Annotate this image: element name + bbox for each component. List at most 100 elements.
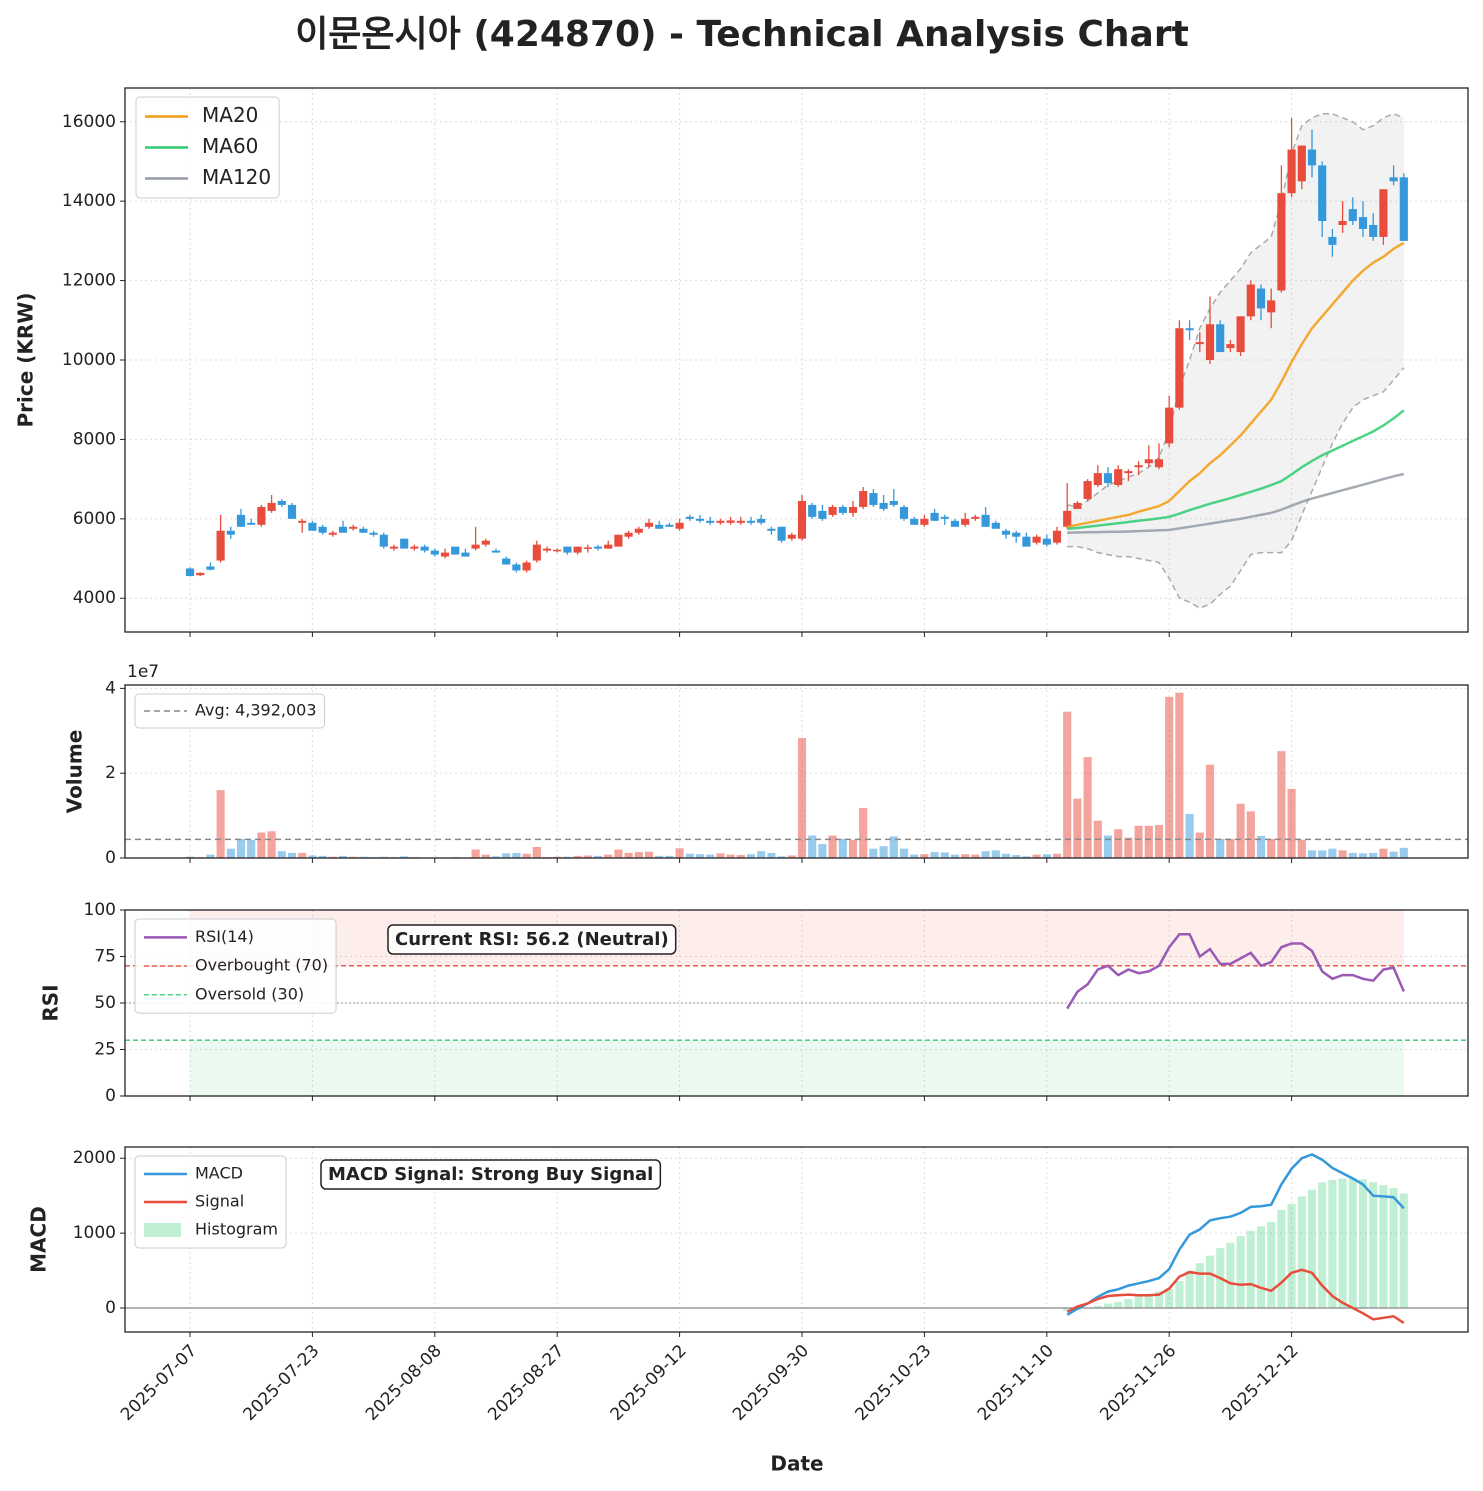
volume-bar bbox=[1001, 853, 1011, 858]
histogram-bar bbox=[1297, 1196, 1306, 1309]
volume-bar bbox=[1052, 853, 1062, 858]
candle-body bbox=[1073, 502, 1082, 509]
band-fill bbox=[1067, 113, 1404, 609]
x-tick-label: 2025-08-08 bbox=[362, 1341, 446, 1425]
candle-body bbox=[808, 504, 817, 517]
volume-bar bbox=[869, 848, 878, 858]
candle-body bbox=[685, 516, 694, 519]
volume-bar bbox=[1083, 757, 1092, 858]
volume-bar bbox=[1236, 803, 1245, 858]
candle-body bbox=[328, 532, 337, 535]
candle-body bbox=[1277, 193, 1286, 291]
histogram-bar bbox=[1114, 1302, 1123, 1309]
volume-bar bbox=[1277, 751, 1286, 858]
y-tick-label: 12000 bbox=[62, 271, 116, 291]
histogram-bar bbox=[1175, 1281, 1184, 1309]
candle-body bbox=[369, 532, 378, 535]
candle-body bbox=[961, 518, 970, 525]
candle-body bbox=[1256, 288, 1266, 309]
y-tick-label: 0 bbox=[105, 1086, 116, 1106]
x-tick-label: 2025-09-30 bbox=[729, 1341, 813, 1425]
offset-label: 1e7 bbox=[127, 662, 159, 682]
candle-body bbox=[1246, 284, 1255, 317]
annotation-box bbox=[387, 924, 677, 955]
candle-body bbox=[1338, 221, 1347, 225]
legend-box bbox=[134, 1155, 287, 1249]
volume-bar bbox=[1338, 850, 1347, 858]
volume-bar bbox=[848, 839, 858, 858]
volume-bar bbox=[818, 844, 827, 858]
candle-body bbox=[1328, 236, 1337, 245]
candle-body bbox=[583, 547, 592, 549]
candle-body bbox=[838, 506, 847, 513]
candle-body bbox=[247, 522, 256, 525]
candle-body bbox=[563, 546, 572, 553]
volume-bar bbox=[746, 854, 756, 858]
histogram-bar bbox=[1165, 1288, 1174, 1309]
volume-bar bbox=[1185, 813, 1194, 858]
candle-body bbox=[206, 566, 215, 570]
histogram-bar bbox=[1103, 1303, 1113, 1309]
volume-bar bbox=[736, 855, 745, 858]
volume-bar bbox=[808, 835, 817, 858]
legend-label: Avg: 4,392,003 bbox=[195, 701, 317, 720]
histogram-bar bbox=[1063, 1308, 1072, 1312]
histogram-bar bbox=[1144, 1293, 1153, 1309]
volume-bar bbox=[889, 836, 898, 858]
histogram-bar bbox=[1379, 1185, 1388, 1309]
volume-bar bbox=[593, 855, 603, 858]
y-tick-label: 1000 bbox=[73, 1223, 116, 1243]
legend-label: Histogram bbox=[195, 1220, 278, 1239]
candle-body bbox=[695, 518, 705, 521]
candle-body bbox=[910, 518, 919, 525]
ma-line bbox=[1066, 241, 1405, 529]
y-axis-label: Volume bbox=[63, 730, 87, 814]
volume-bar bbox=[675, 848, 684, 858]
histogram-bar bbox=[1195, 1263, 1204, 1309]
series-line bbox=[1066, 1268, 1405, 1325]
candle-body bbox=[1124, 471, 1133, 474]
volume-bar bbox=[1297, 839, 1306, 858]
candle-body bbox=[1175, 328, 1184, 408]
histogram-bar bbox=[1277, 1209, 1286, 1309]
histogram-bar bbox=[1287, 1203, 1296, 1309]
volume-bar bbox=[1165, 696, 1174, 858]
volume-bar bbox=[1012, 855, 1021, 858]
volume-bar bbox=[1032, 854, 1041, 858]
volume-bar bbox=[950, 854, 960, 858]
candle-body bbox=[1093, 473, 1102, 486]
candle-body bbox=[899, 506, 909, 519]
y-tick-label: 2000 bbox=[73, 1148, 116, 1168]
candle-body bbox=[1083, 481, 1092, 499]
oversold-zone bbox=[190, 1040, 1404, 1096]
candle-body bbox=[1399, 177, 1408, 241]
volume-bar bbox=[1246, 811, 1255, 858]
candle-body bbox=[950, 520, 960, 527]
candle-body bbox=[1307, 149, 1317, 166]
candle-body bbox=[706, 520, 715, 523]
y-tick-label: 4000 bbox=[73, 588, 116, 608]
annotation: Current RSI: 56.2 (Neutral) bbox=[395, 929, 669, 950]
plot-area bbox=[125, 685, 1468, 858]
volume-bar bbox=[1399, 847, 1408, 858]
histogram-bar bbox=[1185, 1270, 1194, 1309]
volume-bar bbox=[838, 838, 847, 858]
candle-body bbox=[349, 526, 358, 529]
volume-bar bbox=[1175, 692, 1184, 858]
annotation-box bbox=[320, 1159, 662, 1190]
candle-body bbox=[420, 546, 429, 551]
candle-body bbox=[512, 564, 521, 571]
histogram-bar bbox=[1389, 1188, 1398, 1309]
volume-bar bbox=[971, 854, 980, 858]
y-axis-label: Price (KRW) bbox=[14, 293, 38, 428]
overbought-zone bbox=[190, 910, 1404, 966]
volume-bar bbox=[206, 854, 215, 858]
volume-bar bbox=[604, 854, 613, 858]
y-tick-label: 100 bbox=[84, 900, 116, 920]
candle-body bbox=[1103, 473, 1113, 484]
volume-bar bbox=[267, 831, 276, 858]
volume-bar bbox=[277, 851, 286, 858]
x-tick-label: 2025-07-07 bbox=[117, 1341, 201, 1425]
y-tick-label: 25 bbox=[94, 1040, 116, 1060]
